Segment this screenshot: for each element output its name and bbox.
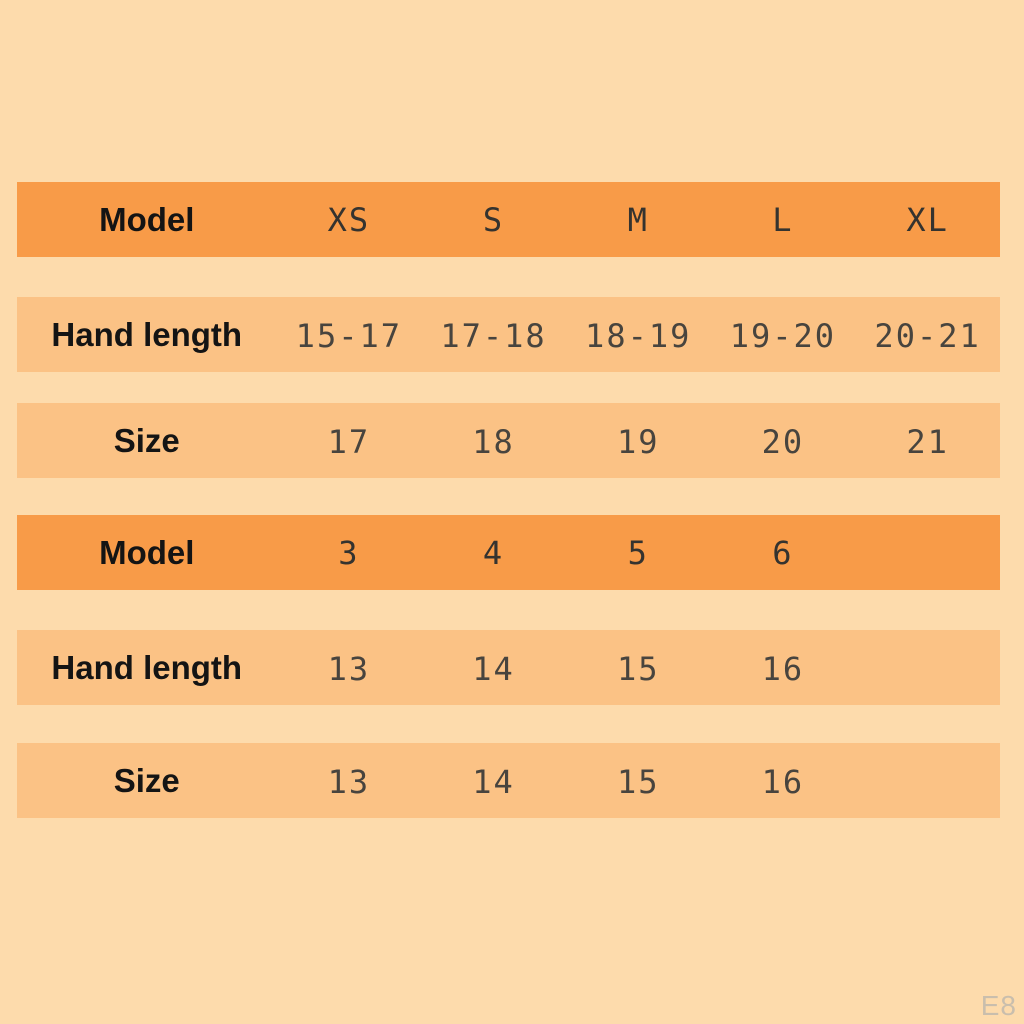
cell-value: 5 <box>627 533 649 572</box>
cell-value: 16 <box>761 763 805 801</box>
cell-value: XS <box>327 200 371 239</box>
table-row-hand-length-kids: Hand length 13 14 15 16 <box>17 630 1000 705</box>
row-label: Size <box>113 421 180 459</box>
cell-value <box>855 666 1000 669</box>
cell-value: 15-17 <box>295 317 402 355</box>
cell-value: 13 <box>327 650 371 688</box>
cell-value: 20-21 <box>874 317 981 355</box>
cell-value: 4 <box>482 533 505 572</box>
cell-value: 15 <box>616 650 660 688</box>
cell-value: 17-18 <box>440 317 547 355</box>
cell-value: 14 <box>472 650 515 688</box>
table-row-hand-length-cm: Hand length 15-17 17-18 18-19 19-20 20-2… <box>17 297 1000 372</box>
cell-value: L <box>772 200 794 239</box>
cell-value: 17 <box>327 423 371 461</box>
watermark-label: E8 <box>980 990 1017 1021</box>
cell-value: 20 <box>761 423 805 461</box>
cell-value: 15 <box>616 763 660 801</box>
cell-value: 21 <box>906 423 949 461</box>
cell-value: 6 <box>772 533 794 572</box>
cell-value: M <box>627 200 649 239</box>
cell-value: 16 <box>761 650 805 688</box>
cell-value: 13 <box>327 763 371 801</box>
cell-value: S <box>482 200 505 239</box>
cell-value: XL <box>906 200 949 239</box>
table-row-size-kids: Size 13 14 15 16 <box>17 743 1000 818</box>
cell-value: 19-20 <box>729 317 837 355</box>
table-row-model-letters: Model XS S M L XL <box>17 182 1000 257</box>
row-label: Model <box>99 200 195 238</box>
row-label: Model <box>99 533 195 571</box>
cell-value: 3 <box>338 533 360 572</box>
cell-value <box>855 779 1000 782</box>
cell-value: 19 <box>616 423 660 461</box>
table-row-size-adult: Size 17 18 19 20 21 <box>17 403 1000 478</box>
table-row-model-numbers: Model 3 4 5 6 <box>17 515 1000 590</box>
row-label: Hand length <box>51 648 243 686</box>
cell-value: 18-19 <box>585 317 692 355</box>
row-label: Size <box>113 761 180 799</box>
row-label: Hand length <box>51 315 243 353</box>
cell-value: 14 <box>472 763 515 801</box>
cell-value: 18 <box>472 423 515 461</box>
